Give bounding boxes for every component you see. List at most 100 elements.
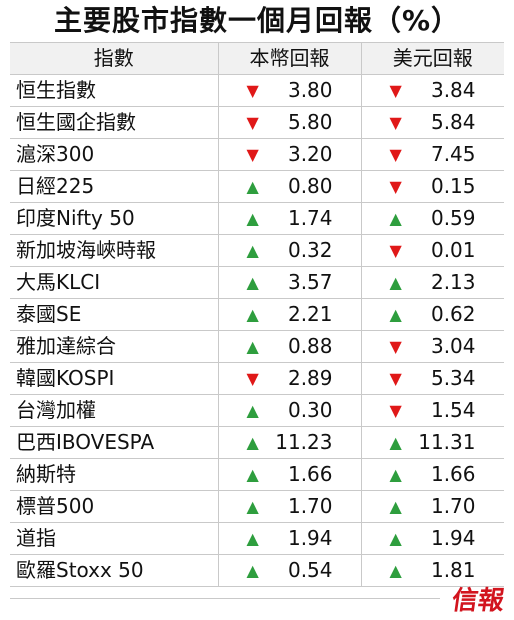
- triangle-up-icon: ▲: [389, 529, 402, 548]
- index-name: 泰國SE: [10, 298, 218, 331]
- return-value: 3.04: [430, 334, 476, 358]
- table-row: 大馬KLCI ▲ 3.57 ▲ 2.13: [10, 266, 504, 299]
- return-value: 0.30: [287, 398, 333, 422]
- triangle-down-icon: ▼: [246, 369, 259, 388]
- index-name: 日經225: [10, 170, 218, 203]
- return-value: 1.74: [287, 206, 333, 230]
- usd-return-cell: ▲ 1.70: [360, 490, 504, 523]
- table-row: 恒生國企指數 ▼ 5.80 ▼ 5.84: [10, 106, 504, 139]
- triangle-up-icon: ▲: [246, 305, 259, 324]
- return-value: 0.01: [430, 238, 476, 262]
- triangle-up-icon: ▲: [389, 497, 402, 516]
- triangle-up-icon: ▲: [389, 305, 402, 324]
- index-name: 歐羅Stoxx 50: [10, 554, 218, 587]
- index-name: 台灣加權: [10, 394, 218, 427]
- return-value: 0.15: [430, 174, 476, 198]
- triangle-up-icon: ▲: [246, 177, 259, 196]
- local-return-cell: ▲ 1.66: [217, 458, 361, 491]
- triangle-up-icon: ▲: [246, 433, 259, 452]
- return-value: 1.94: [430, 526, 476, 550]
- return-value: 0.32: [287, 238, 333, 262]
- table-row: 台灣加權 ▲ 0.30 ▼ 1.54: [10, 394, 504, 427]
- return-value: 3.84: [430, 78, 476, 102]
- triangle-down-icon: ▼: [389, 337, 402, 356]
- return-value: 2.13: [430, 270, 476, 294]
- return-value: 1.66: [287, 462, 333, 486]
- triangle-up-icon: ▲: [389, 209, 402, 228]
- return-value: 1.66: [430, 462, 476, 486]
- local-return-cell: ▲ 0.32: [217, 234, 361, 267]
- triangle-down-icon: ▼: [389, 401, 402, 420]
- local-return-cell: ▼ 3.80: [217, 74, 361, 107]
- triangle-down-icon: ▼: [389, 113, 402, 132]
- table-row: 歐羅Stoxx 50 ▲ 0.54 ▲ 1.81: [10, 554, 504, 587]
- return-value: 3.20: [287, 142, 333, 166]
- index-name: 納斯特: [10, 458, 218, 491]
- usd-return-cell: ▲ 2.13: [360, 266, 504, 299]
- usd-return-cell: ▲ 11.31: [360, 426, 504, 459]
- usd-return-cell: ▼ 0.01: [360, 234, 504, 267]
- return-value: 1.94: [287, 526, 333, 550]
- usd-return-cell: ▼ 3.84: [360, 74, 504, 107]
- publisher-logo: 信報: [449, 586, 507, 616]
- index-name: 恒生指數: [10, 74, 218, 107]
- return-value: 3.57: [287, 270, 333, 294]
- local-return-cell: ▼ 3.20: [217, 138, 361, 171]
- table-row: 新加坡海峽時報 ▲ 0.32 ▼ 0.01: [10, 234, 504, 267]
- return-value: 0.62: [430, 302, 476, 326]
- table-row: 日經225 ▲ 0.80 ▼ 0.15: [10, 170, 504, 203]
- usd-return-cell: ▼ 0.15: [360, 170, 504, 203]
- table-row: 印度Nifty 50 ▲ 1.74 ▲ 0.59: [10, 202, 504, 235]
- return-value: 0.54: [287, 558, 333, 582]
- table-row: 泰國SE ▲ 2.21 ▲ 0.62: [10, 298, 504, 331]
- return-value: 5.80: [287, 110, 333, 134]
- index-name: 滬深300: [10, 138, 218, 171]
- triangle-down-icon: ▼: [389, 369, 402, 388]
- local-return-cell: ▲ 1.74: [217, 202, 361, 235]
- usd-return-cell: ▲ 1.94: [360, 522, 504, 555]
- local-return-cell: ▲ 0.54: [217, 554, 361, 587]
- return-value: 5.34: [430, 366, 476, 390]
- local-return-cell: ▲ 0.30: [217, 394, 361, 427]
- triangle-down-icon: ▼: [389, 241, 402, 260]
- return-value: 1.81: [430, 558, 476, 582]
- return-value: 11.31: [418, 430, 476, 454]
- triangle-down-icon: ▼: [389, 145, 402, 164]
- triangle-up-icon: ▲: [246, 241, 259, 260]
- usd-return-cell: ▼ 7.45: [360, 138, 504, 171]
- index-name: 道指: [10, 522, 218, 555]
- triangle-down-icon: ▼: [246, 81, 259, 100]
- local-return-cell: ▲ 1.70: [217, 490, 361, 523]
- table-row: 韓國KOSPI ▼ 2.89 ▼ 5.34: [10, 362, 504, 395]
- table-row: 道指 ▲ 1.94 ▲ 1.94: [10, 522, 504, 555]
- return-value: 2.21: [287, 302, 333, 326]
- local-return-cell: ▼ 2.89: [217, 362, 361, 395]
- local-return-cell: ▲ 0.88: [217, 330, 361, 363]
- triangle-up-icon: ▲: [246, 465, 259, 484]
- table-title: 主要股市指數一個月回報（%）: [53, 4, 461, 37]
- triangle-up-icon: ▲: [246, 561, 259, 580]
- local-return-cell: ▲ 2.21: [217, 298, 361, 331]
- column-header-index: 指數: [10, 42, 218, 75]
- local-return-cell: ▼ 5.80: [217, 106, 361, 139]
- usd-return-cell: ▼ 5.84: [360, 106, 504, 139]
- table-header-row: 指數 本幣回報 美元回報: [10, 42, 504, 75]
- table-row: 標普500 ▲ 1.70 ▲ 1.70: [10, 490, 504, 523]
- index-name: 標普500: [10, 490, 218, 523]
- triangle-down-icon: ▼: [246, 145, 259, 164]
- index-name: 巴西IBOVESPA: [10, 426, 218, 459]
- triangle-down-icon: ▼: [246, 113, 259, 132]
- local-return-cell: ▲ 1.94: [217, 522, 361, 555]
- return-value: 0.88: [287, 334, 333, 358]
- usd-return-cell: ▼ 1.54: [360, 394, 504, 427]
- triangle-down-icon: ▼: [389, 177, 402, 196]
- table-row: 滬深300 ▼ 3.20 ▼ 7.45: [10, 138, 504, 171]
- bottom-rule: [10, 598, 440, 599]
- table-row: 恒生指數 ▼ 3.80 ▼ 3.84: [10, 74, 504, 107]
- index-name: 大馬KLCI: [10, 266, 218, 299]
- index-name: 雅加達綜合: [10, 330, 218, 363]
- usd-return-cell: ▼ 5.34: [360, 362, 504, 395]
- usd-return-cell: ▲ 0.59: [360, 202, 504, 235]
- triangle-up-icon: ▲: [389, 273, 402, 292]
- table-row: 巴西IBOVESPA ▲ 11.23 ▲ 11.31: [10, 426, 504, 459]
